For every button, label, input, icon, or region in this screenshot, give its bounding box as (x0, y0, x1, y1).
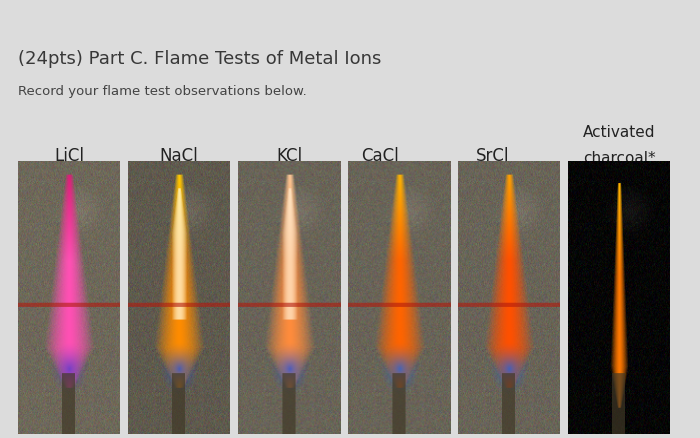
Text: SrCl: SrCl (475, 146, 509, 164)
Text: charcoal*: charcoal* (582, 151, 655, 166)
Text: KCl: KCl (276, 146, 302, 164)
Text: ₂: ₂ (509, 158, 514, 167)
Text: Activated: Activated (582, 124, 655, 140)
Text: Record your flame test observations below.: Record your flame test observations belo… (18, 85, 307, 98)
Text: ₂: ₂ (399, 158, 403, 167)
Text: LiCl: LiCl (54, 146, 84, 164)
Text: NaCl: NaCl (160, 146, 198, 164)
Text: CaCl: CaCl (361, 146, 399, 164)
Text: (24pts) Part C. Flame Tests of Metal Ions: (24pts) Part C. Flame Tests of Metal Ion… (18, 49, 382, 67)
